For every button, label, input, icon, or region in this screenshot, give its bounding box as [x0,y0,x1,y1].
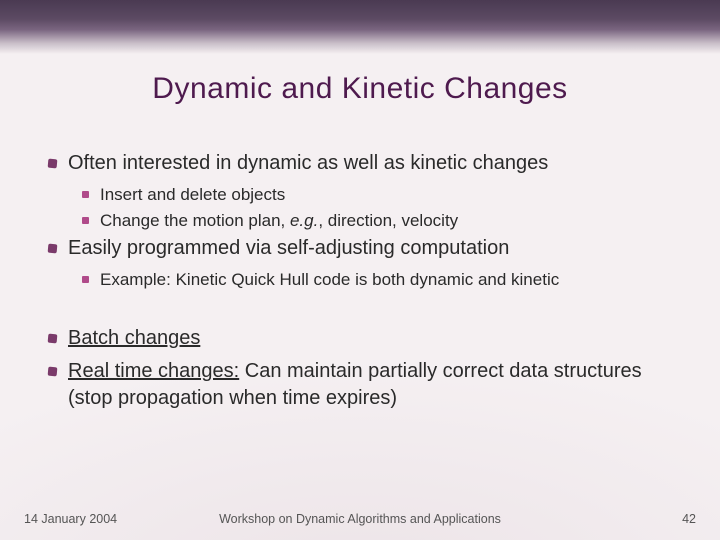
footer-page-number: 42 [682,512,696,526]
bullet-text-underline: Real time changes: [68,360,239,382]
bullet-level1: Real time changes: Can maintain partiall… [46,358,690,412]
bullet-text: Change the motion plan, [100,211,290,230]
header-band [0,0,720,54]
bullet-level1: Easily programmed via self-adjusting com… [46,235,690,262]
bullet-level2: Insert and delete objects [82,183,690,207]
bullet-level1: Often interested in dynamic as well as k… [46,150,690,177]
bullet-text: Easily programmed via self-adjusting com… [68,237,509,259]
bullet-text-emph: e.g. [290,211,318,230]
footer-venue: Workshop on Dynamic Algorithms and Appli… [0,512,720,526]
bullet-text: Often interested in dynamic as well as k… [68,152,548,174]
bullet-text: Insert and delete objects [100,185,285,204]
spacer [46,293,690,325]
bullet-text: , direction, velocity [318,211,458,230]
slide-title: Dynamic and Kinetic Changes [0,72,720,106]
bullet-text: Example: Kinetic Quick Hull code is both… [100,270,559,289]
bullet-text-underline: Batch changes [68,327,200,349]
slide-body: Often interested in dynamic as well as k… [46,150,690,418]
bullet-level2: Change the motion plan, e.g., direction,… [82,209,690,233]
slide-footer: 14 January 2004 Workshop on Dynamic Algo… [0,506,720,526]
slide: Dynamic and Kinetic Changes Often intere… [0,0,720,540]
bullet-level2: Example: Kinetic Quick Hull code is both… [82,268,690,292]
bullet-level1: Batch changes [46,325,690,352]
